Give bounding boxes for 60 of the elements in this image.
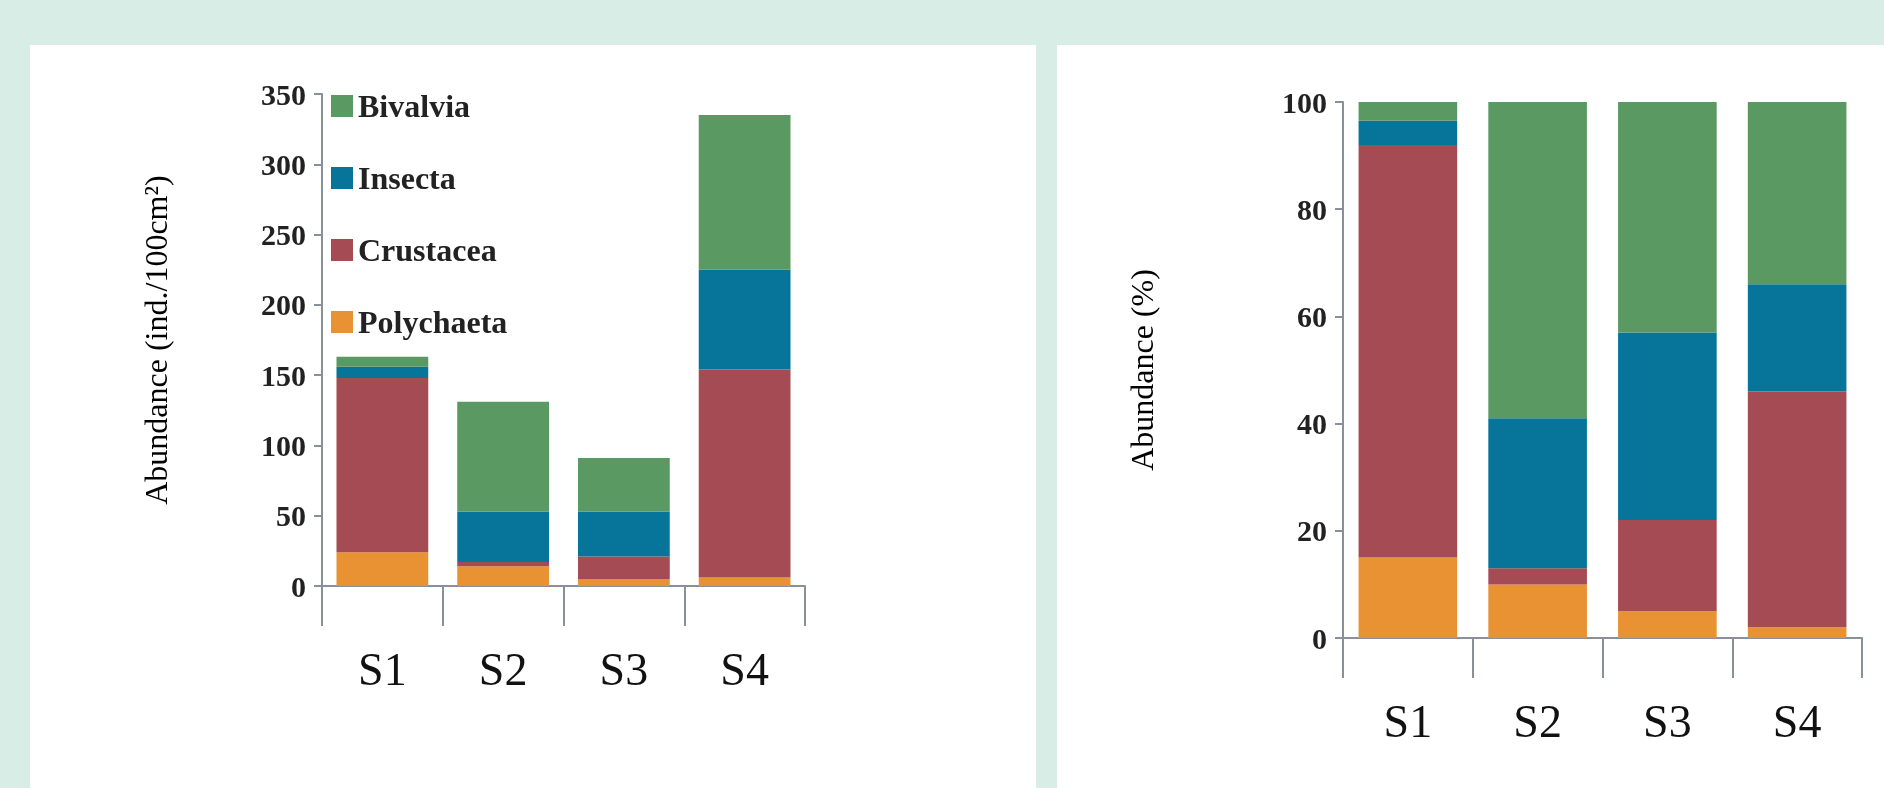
legend-label: Crustacea: [358, 232, 497, 268]
y-tick-label: 0: [1312, 621, 1327, 655]
bar: [577, 511, 670, 557]
x-tick-label: S1: [358, 643, 407, 695]
bar: [1747, 284, 1847, 392]
y-tick-label: 350: [261, 77, 306, 111]
bar: [577, 556, 670, 579]
bar: [1488, 568, 1587, 585]
bar: [1618, 611, 1717, 638]
y-tick-label: 50: [276, 499, 306, 533]
bar: [577, 458, 670, 512]
x-tick-label: S3: [599, 643, 649, 695]
bar: [457, 566, 550, 586]
x-tick-label: S4: [720, 643, 769, 695]
bar: [336, 366, 429, 378]
x-tick-label: S4: [1772, 695, 1822, 747]
y-tick-label: 150: [261, 358, 306, 392]
bar: [698, 369, 791, 578]
y-axis-title: Abundance (%): [1124, 269, 1160, 471]
bar: [457, 562, 550, 567]
y-tick-label: 60: [1297, 299, 1327, 333]
legend-label: Bivalvia: [358, 88, 471, 124]
y-tick-label: 100: [1282, 85, 1327, 119]
y-tick-label: 20: [1297, 514, 1327, 548]
bar: [1618, 332, 1717, 521]
y-tick-label: 200: [261, 288, 306, 322]
bar: [1747, 627, 1847, 638]
bar: [1747, 102, 1847, 285]
bar: [698, 115, 791, 270]
bar: [1358, 120, 1458, 145]
bar: [336, 377, 429, 553]
bar: [1358, 102, 1458, 121]
bar: [1488, 102, 1587, 419]
y-tick-label: 300: [261, 147, 306, 181]
bar: [1747, 391, 1847, 628]
bar: [457, 511, 550, 563]
bar: [698, 269, 791, 370]
y-tick-label: 100: [261, 428, 306, 462]
bar: [1488, 584, 1587, 638]
x-tick-label: S3: [1643, 695, 1692, 747]
x-tick-label: S2: [478, 643, 528, 695]
x-tick-label: S1: [1383, 695, 1433, 747]
x-tick-label: S2: [1513, 695, 1562, 747]
bar: [698, 577, 791, 586]
y-tick-label: 0: [291, 569, 306, 603]
bar: [1358, 144, 1458, 558]
bar: [1358, 557, 1458, 638]
y-axis-title: Abundance (ind./100cm²): [138, 175, 174, 505]
bar: [457, 401, 550, 512]
bar: [1488, 418, 1587, 569]
bar: [577, 578, 670, 586]
y-tick-label: 80: [1297, 192, 1327, 226]
legend-label: Polychaeta: [358, 304, 508, 340]
bar: [336, 356, 429, 367]
legend-label: Insecta: [358, 160, 456, 196]
y-tick-label: 250: [261, 218, 306, 252]
bar: [1618, 102, 1717, 333]
bar: [336, 552, 429, 586]
y-tick-label: 40: [1297, 407, 1327, 441]
bar: [1618, 520, 1717, 612]
